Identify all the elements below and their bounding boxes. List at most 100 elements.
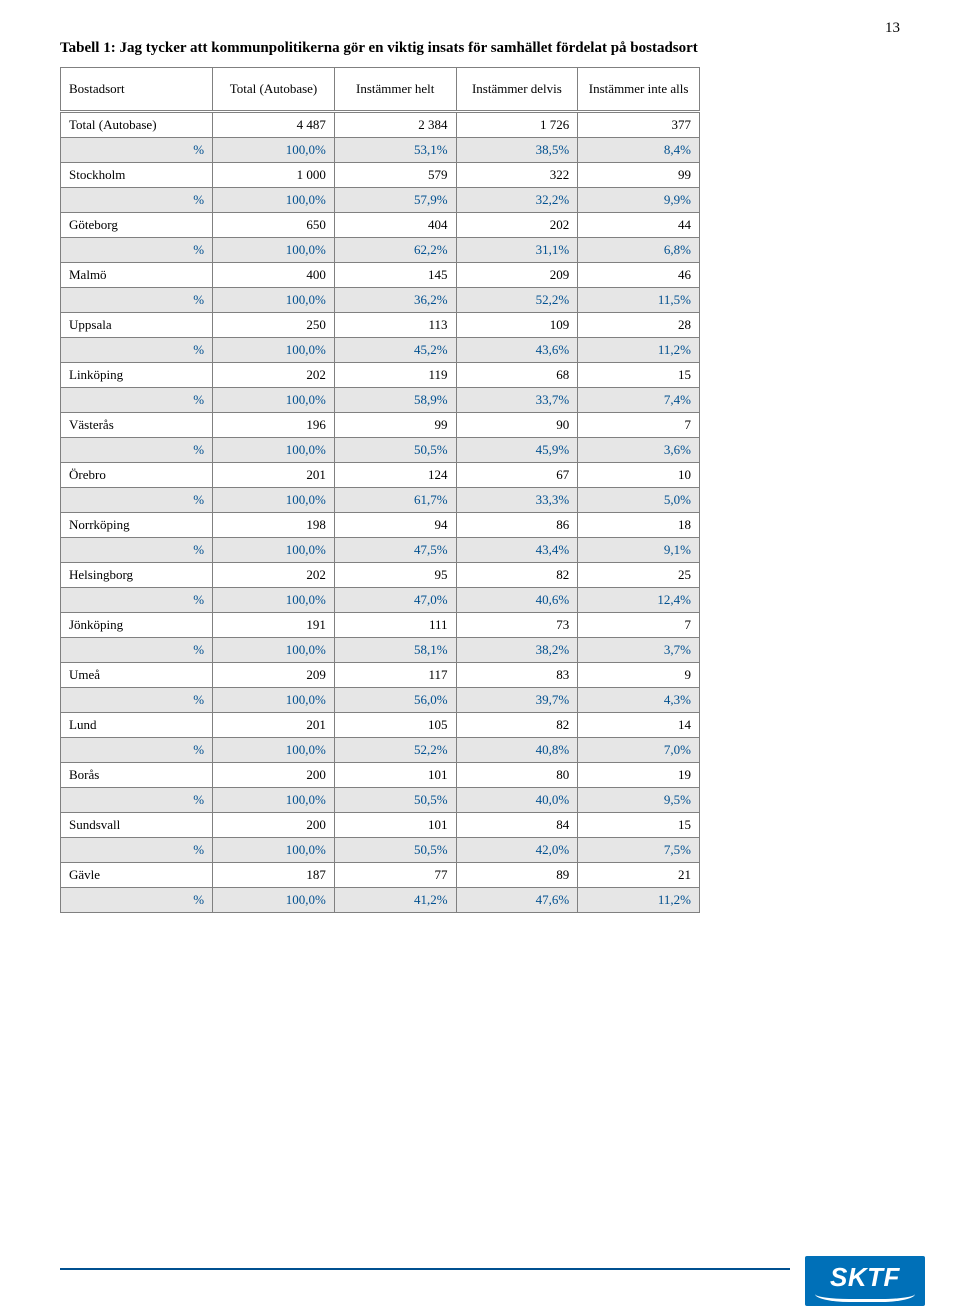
cell-value: 18 (578, 513, 700, 538)
table-row-pct: %100,0%58,9%33,7%7,4% (61, 388, 700, 413)
row-label: Lund (61, 713, 213, 738)
cell-value: 119 (334, 363, 456, 388)
row-label: Malmö (61, 263, 213, 288)
pct-label: % (61, 638, 213, 663)
cell-value: 10 (578, 463, 700, 488)
cell-pct: 57,9% (334, 188, 456, 213)
pct-label: % (61, 288, 213, 313)
table-row: Västerås19699907 (61, 413, 700, 438)
cell-value: 15 (578, 813, 700, 838)
cell-pct: 11,2% (578, 338, 700, 363)
cell-pct: 11,5% (578, 288, 700, 313)
cell-value: 650 (213, 213, 335, 238)
cell-value: 4 487 (213, 112, 335, 138)
table-row-pct: %100,0%50,5%40,0%9,5% (61, 788, 700, 813)
cell-pct: 40,0% (456, 788, 578, 813)
cell-value: 46 (578, 263, 700, 288)
cell-value: 202 (456, 213, 578, 238)
row-label: Västerås (61, 413, 213, 438)
cell-value: 86 (456, 513, 578, 538)
cell-pct: 38,5% (456, 138, 578, 163)
pct-label: % (61, 238, 213, 263)
cell-pct: 36,2% (334, 288, 456, 313)
cell-value: 14 (578, 713, 700, 738)
table-row-pct: %100,0%57,9%32,2%9,9% (61, 188, 700, 213)
cell-value: 99 (334, 413, 456, 438)
cell-value: 198 (213, 513, 335, 538)
cell-value: 68 (456, 363, 578, 388)
data-table: Bostadsort Total (Autobase) Instämmer he… (60, 67, 700, 913)
cell-value: 67 (456, 463, 578, 488)
cell-pct: 100,0% (213, 738, 335, 763)
cell-pct: 56,0% (334, 688, 456, 713)
cell-value: 2 384 (334, 112, 456, 138)
cell-value: 19 (578, 763, 700, 788)
cell-pct: 100,0% (213, 238, 335, 263)
table-row-pct: %100,0%45,2%43,6%11,2% (61, 338, 700, 363)
cell-pct: 100,0% (213, 538, 335, 563)
cell-pct: 53,1% (334, 138, 456, 163)
cell-pct: 58,9% (334, 388, 456, 413)
cell-value: 44 (578, 213, 700, 238)
cell-pct: 9,1% (578, 538, 700, 563)
cell-pct: 100,0% (213, 388, 335, 413)
cell-pct: 100,0% (213, 338, 335, 363)
cell-pct: 41,2% (334, 888, 456, 913)
table-row: Malmö40014520946 (61, 263, 700, 288)
cell-pct: 3,7% (578, 638, 700, 663)
pct-label: % (61, 538, 213, 563)
pct-label: % (61, 438, 213, 463)
cell-pct: 38,2% (456, 638, 578, 663)
table-row-pct: %100,0%41,2%47,6%11,2% (61, 888, 700, 913)
cell-pct: 100,0% (213, 288, 335, 313)
table-row: Jönköping191111737 (61, 613, 700, 638)
row-label: Linköping (61, 363, 213, 388)
cell-pct: 45,2% (334, 338, 456, 363)
cell-pct: 4,3% (578, 688, 700, 713)
pct-label: % (61, 738, 213, 763)
cell-pct: 100,0% (213, 688, 335, 713)
cell-value: 90 (456, 413, 578, 438)
col-header-delvis: Instämmer delvis (456, 68, 578, 112)
cell-value: 200 (213, 813, 335, 838)
cell-pct: 100,0% (213, 588, 335, 613)
table-row-pct: %100,0%56,0%39,7%4,3% (61, 688, 700, 713)
cell-value: 400 (213, 263, 335, 288)
pct-label: % (61, 388, 213, 413)
cell-pct: 52,2% (456, 288, 578, 313)
cell-pct: 5,0% (578, 488, 700, 513)
cell-pct: 58,1% (334, 638, 456, 663)
cell-value: 250 (213, 313, 335, 338)
cell-value: 1 726 (456, 112, 578, 138)
cell-pct: 32,2% (456, 188, 578, 213)
cell-pct: 100,0% (213, 488, 335, 513)
cell-pct: 3,6% (578, 438, 700, 463)
cell-value: 84 (456, 813, 578, 838)
cell-pct: 8,4% (578, 138, 700, 163)
cell-pct: 100,0% (213, 788, 335, 813)
cell-value: 209 (213, 663, 335, 688)
cell-pct: 50,5% (334, 838, 456, 863)
row-label: Göteborg (61, 213, 213, 238)
table-row: Göteborg65040420244 (61, 213, 700, 238)
cell-pct: 40,6% (456, 588, 578, 613)
cell-pct: 6,8% (578, 238, 700, 263)
cell-value: 113 (334, 313, 456, 338)
cell-value: 7 (578, 613, 700, 638)
table-row-pct: %100,0%52,2%40,8%7,0% (61, 738, 700, 763)
col-header-bostadsort: Bostadsort (61, 68, 213, 112)
table-row: Lund2011058214 (61, 713, 700, 738)
cell-value: 99 (578, 163, 700, 188)
cell-pct: 33,7% (456, 388, 578, 413)
table-row: Norrköping198948618 (61, 513, 700, 538)
cell-value: 82 (456, 563, 578, 588)
pct-label: % (61, 338, 213, 363)
cell-pct: 43,4% (456, 538, 578, 563)
row-label: Borås (61, 763, 213, 788)
cell-pct: 7,4% (578, 388, 700, 413)
cell-value: 187 (213, 863, 335, 888)
table-row: Sundsvall2001018415 (61, 813, 700, 838)
cell-pct: 31,1% (456, 238, 578, 263)
cell-value: 101 (334, 813, 456, 838)
cell-value: 322 (456, 163, 578, 188)
